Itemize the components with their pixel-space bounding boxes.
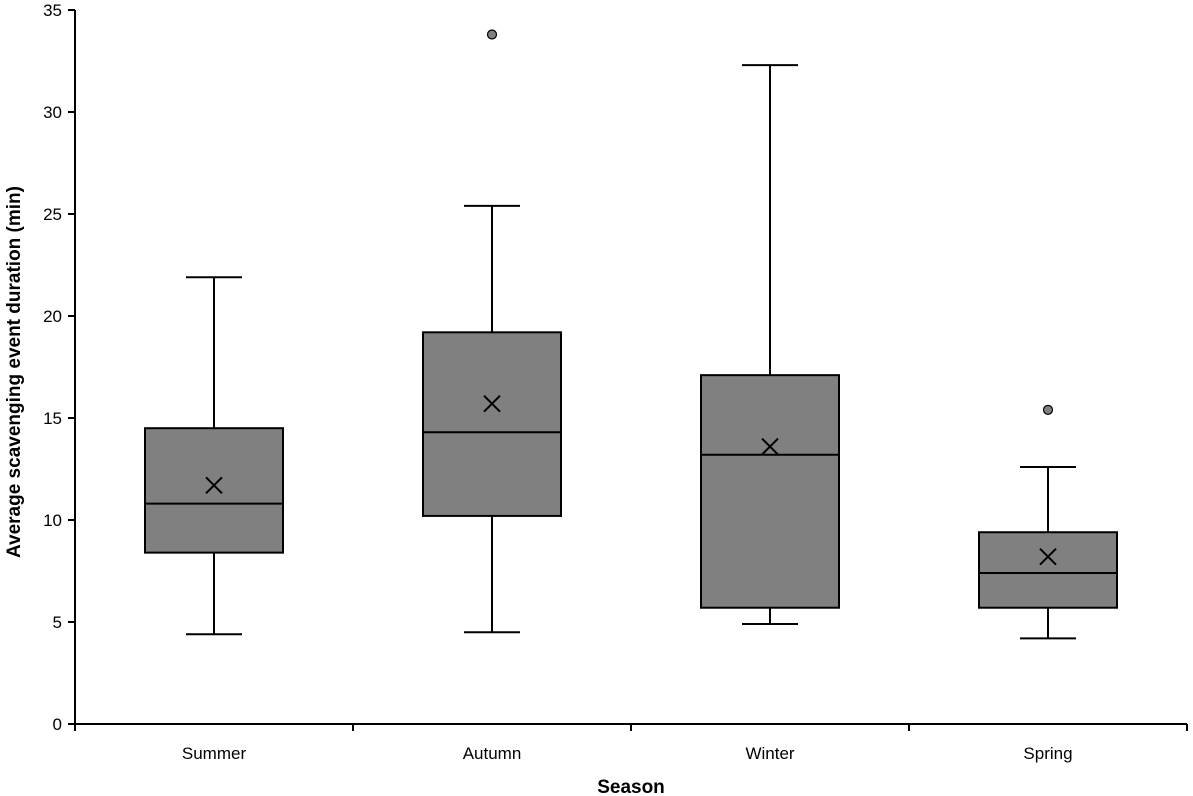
outlier-point (1042, 404, 1054, 415)
iqr-box (700, 374, 840, 609)
x-axis-title: Season (597, 777, 665, 796)
box-group-autumn (422, 29, 562, 634)
mean-marker-stroke (205, 476, 223, 495)
box-group-summer (144, 276, 284, 636)
y-tick-label: 0 (53, 715, 62, 734)
y-tick-label: 35 (43, 1, 62, 20)
y-axis-ticks: 0 5 10 15 20 25 30 35 (43, 1, 75, 734)
y-tick-label: 25 (43, 205, 62, 224)
mean-marker-stroke (761, 437, 779, 456)
iqr-box (978, 531, 1118, 609)
mean-marker-stroke (483, 395, 501, 413)
y-tick-label: 10 (43, 511, 62, 530)
y-tick-label: 20 (43, 307, 62, 326)
y-tick-label: 30 (43, 103, 62, 122)
x-tick-label: Winter (745, 744, 794, 763)
plot-area (144, 29, 1118, 640)
y-axis-title: Average scavenging event duration (min) (4, 186, 25, 558)
iqr-box (144, 427, 284, 554)
iqr-box (422, 331, 562, 517)
y-tick-label: 15 (43, 409, 62, 428)
x-tick-label: Summer (182, 744, 247, 763)
box-group-spring (978, 404, 1118, 640)
x-tick-label: Spring (1023, 744, 1072, 763)
x-tick-label: Autumn (463, 744, 522, 763)
box-group-winter (700, 64, 840, 626)
outlier-point (486, 29, 498, 40)
y-tick-label: 5 (53, 613, 62, 632)
mean-marker-stroke (1039, 548, 1057, 566)
x-axis-ticks: Summer Autumn Winter Spring (74, 724, 1188, 763)
